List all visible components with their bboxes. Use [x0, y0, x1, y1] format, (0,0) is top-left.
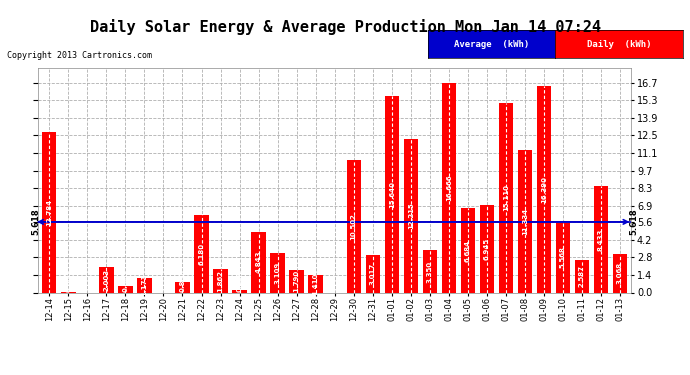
Bar [613, 254, 627, 292]
Text: 0.053: 0.053 [66, 270, 71, 292]
Text: 1.171: 1.171 [141, 274, 148, 296]
Bar [137, 278, 152, 292]
Text: 2.003: 2.003 [104, 269, 110, 291]
Bar [42, 132, 57, 292]
Bar [537, 87, 551, 292]
Bar [175, 282, 190, 292]
Text: 5.568: 5.568 [560, 247, 566, 268]
Bar [213, 269, 228, 292]
Text: 0.515: 0.515 [122, 270, 128, 292]
Bar [118, 286, 132, 292]
Bar [270, 254, 285, 292]
Text: 5.618: 5.618 [31, 209, 40, 235]
Text: 15.110: 15.110 [503, 184, 509, 211]
Bar [404, 139, 418, 292]
Bar [442, 83, 456, 292]
Text: 4.843: 4.843 [255, 251, 262, 273]
Text: 10.502: 10.502 [351, 213, 357, 240]
Bar [99, 267, 114, 292]
Bar [195, 215, 208, 292]
Bar [251, 232, 266, 292]
Text: 12.215: 12.215 [408, 202, 414, 229]
Text: 1.790: 1.790 [294, 270, 299, 292]
Text: 0.802: 0.802 [179, 270, 186, 292]
Text: 8.433: 8.433 [598, 228, 604, 251]
Bar [461, 209, 475, 292]
Bar [290, 270, 304, 292]
Text: 16.390: 16.390 [541, 176, 547, 203]
Bar [308, 275, 323, 292]
Text: Daily Solar Energy & Average Production Mon Jan 14 07:24: Daily Solar Energy & Average Production … [90, 19, 600, 35]
Bar [518, 150, 532, 292]
Text: 15.640: 15.640 [388, 181, 395, 208]
Text: 2.587: 2.587 [579, 265, 585, 287]
Text: 12.784: 12.784 [46, 199, 52, 226]
Bar [555, 222, 570, 292]
Text: 1.410: 1.410 [313, 273, 319, 295]
Text: 0.204: 0.204 [237, 270, 243, 292]
Text: 3.109: 3.109 [275, 262, 281, 284]
Bar [480, 205, 494, 292]
Text: 6.180: 6.180 [199, 243, 204, 265]
Text: 3.068: 3.068 [617, 262, 623, 284]
Bar [366, 255, 380, 292]
Text: 6.945: 6.945 [484, 238, 490, 260]
Text: 3.350: 3.350 [426, 260, 433, 282]
Text: 5.618: 5.618 [629, 209, 638, 235]
Text: 3.017: 3.017 [370, 262, 375, 285]
Bar [575, 260, 589, 292]
Text: Copyright 2013 Cartronics.com: Copyright 2013 Cartronics.com [7, 51, 152, 60]
Bar [594, 186, 608, 292]
Text: 16.666: 16.666 [446, 174, 452, 201]
Bar [499, 103, 513, 292]
Text: Average  (kWh): Average (kWh) [454, 40, 529, 49]
Bar [346, 160, 361, 292]
Text: 6.684: 6.684 [465, 239, 471, 261]
Bar [422, 251, 437, 292]
Text: 11.334: 11.334 [522, 208, 528, 235]
Bar [384, 96, 399, 292]
Bar [233, 290, 247, 292]
Text: 1.862: 1.862 [217, 270, 224, 292]
Text: Daily  (kWh): Daily (kWh) [587, 40, 651, 49]
